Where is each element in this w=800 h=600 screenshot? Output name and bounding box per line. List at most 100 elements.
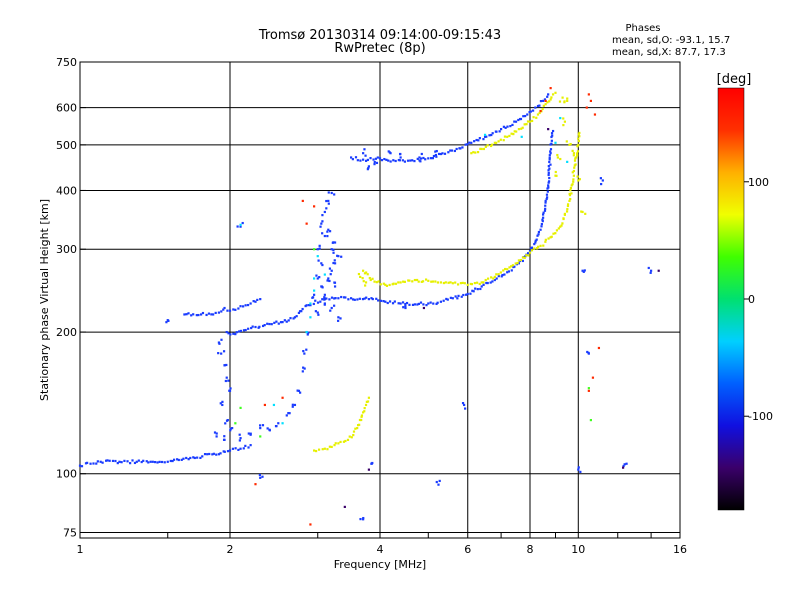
data-point	[332, 251, 335, 254]
data-point	[323, 210, 326, 214]
data-point	[318, 247, 321, 250]
data-point	[158, 460, 161, 463]
data-point	[566, 97, 569, 100]
data-point	[316, 311, 319, 314]
y-tick-label: 300	[56, 243, 77, 256]
data-point	[571, 171, 574, 174]
data-point	[347, 298, 350, 301]
data-point	[489, 281, 492, 284]
data-point	[275, 320, 278, 323]
data-point	[566, 160, 569, 163]
data-point	[459, 147, 462, 150]
data-point	[503, 135, 507, 138]
data-point	[417, 280, 420, 283]
data-point	[210, 313, 213, 316]
data-point	[351, 158, 354, 161]
data-point	[151, 460, 154, 463]
data-point	[464, 293, 468, 296]
y-tick-label: 600	[56, 102, 77, 115]
data-point	[196, 456, 199, 459]
data-point	[451, 297, 454, 300]
data-point	[312, 302, 315, 306]
data-point	[424, 278, 428, 281]
data-point	[544, 238, 547, 241]
data-point	[126, 460, 129, 463]
data-point	[371, 461, 374, 465]
data-point	[229, 427, 232, 430]
data-point	[454, 281, 457, 284]
data-point	[350, 436, 353, 439]
y-tick-label: 750	[56, 56, 77, 69]
data-point	[420, 152, 423, 156]
data-point	[373, 280, 376, 283]
data-point	[307, 304, 310, 307]
data-point	[228, 309, 232, 312]
data-point	[544, 240, 547, 243]
data-point	[403, 280, 406, 283]
data-point	[333, 241, 337, 244]
data-point	[420, 157, 423, 160]
data-point	[581, 269, 584, 272]
data-point	[305, 348, 308, 351]
data-point	[222, 350, 226, 353]
data-point	[578, 135, 581, 138]
data-point	[361, 298, 365, 301]
data-point	[313, 289, 316, 292]
colorbar-tick-label: 100	[748, 176, 769, 189]
data-point	[320, 222, 323, 225]
data-point	[476, 281, 479, 284]
data-point	[386, 301, 389, 305]
data-point	[197, 313, 200, 317]
data-point	[314, 299, 317, 302]
data-point	[577, 137, 580, 140]
data-point	[140, 460, 143, 464]
data-point	[563, 120, 566, 123]
data-point	[489, 144, 493, 148]
data-point	[535, 116, 538, 119]
data-point	[499, 138, 502, 141]
data-point	[350, 297, 353, 300]
data-point	[224, 422, 227, 425]
data-point	[554, 170, 557, 174]
data-point	[547, 169, 550, 172]
data-point	[528, 251, 532, 254]
data-point	[302, 349, 305, 353]
data-point	[444, 281, 447, 284]
data-point	[364, 159, 368, 162]
data-point	[342, 296, 346, 299]
data-point	[183, 313, 186, 316]
data-point	[581, 210, 584, 214]
data-point	[461, 402, 465, 405]
data-point	[582, 270, 585, 273]
data-point	[182, 457, 185, 460]
data-point	[537, 230, 541, 234]
data-point	[556, 156, 559, 159]
data-point	[105, 459, 108, 462]
data-point	[120, 461, 123, 464]
data-point	[397, 302, 400, 305]
data-point	[409, 159, 412, 162]
data-point	[311, 296, 315, 299]
data-point	[247, 432, 250, 435]
data-point	[539, 244, 542, 247]
data-point	[326, 279, 329, 282]
data-point	[399, 156, 402, 159]
data-point	[559, 157, 562, 161]
data-point	[584, 212, 587, 215]
data-point	[445, 297, 448, 301]
data-point	[482, 281, 485, 284]
data-point	[449, 281, 452, 284]
data-point	[568, 143, 571, 146]
data-point	[530, 249, 534, 252]
data-point	[502, 125, 505, 128]
data-point	[358, 297, 361, 300]
data-point	[541, 107, 544, 111]
data-point	[215, 432, 218, 435]
data-point	[543, 98, 547, 101]
data-point	[526, 120, 530, 123]
data-point	[436, 281, 440, 284]
x-tick-label: 2	[227, 543, 234, 556]
data-point	[389, 160, 392, 163]
data-point	[315, 449, 318, 453]
data-point	[359, 159, 362, 162]
